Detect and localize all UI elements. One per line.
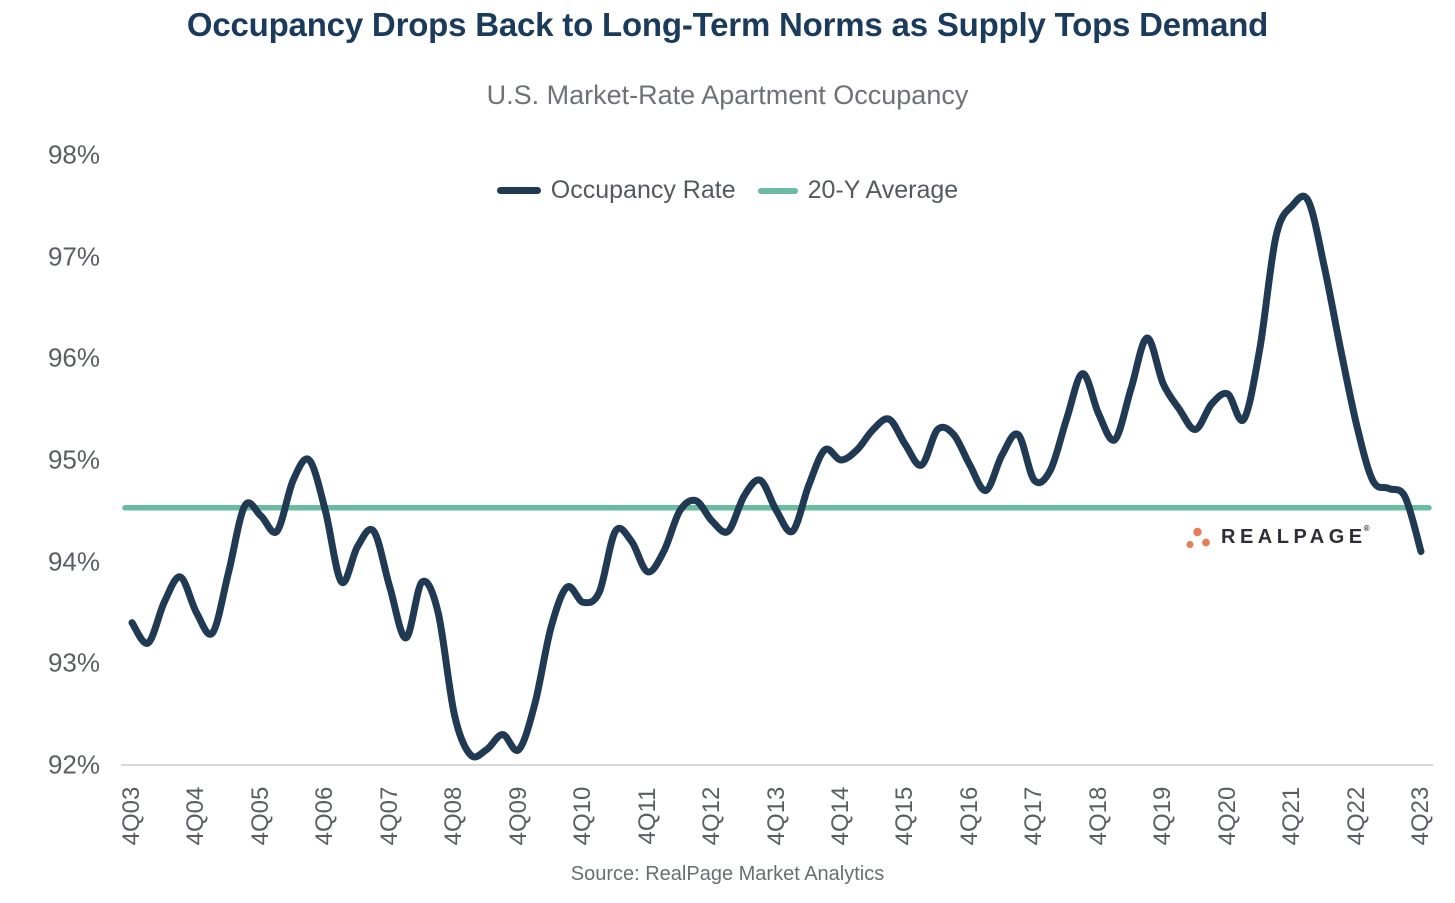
realpage-dots-icon: [1186, 527, 1210, 548]
source-text: Source: RealPage Market Analytics: [570, 863, 885, 885]
page-title: Occupancy Drops Back to Long-Term Norms …: [186, 6, 1269, 43]
y-tick-label: 96%: [47, 342, 100, 373]
chart-subtitle: U.S. Market-Rate Apartment Occupancy: [486, 80, 969, 110]
legend-label-20y-average: 20-Y Average: [807, 176, 959, 204]
legend-label-occupancy-rate: Occupancy Rate: [550, 176, 736, 204]
registered-mark: ®: [1363, 524, 1375, 533]
realpage-logo-text: REALPAGE®: [1221, 524, 1375, 548]
y-tick-label: 97%: [47, 241, 100, 272]
x-tick-label: 4Q23: [1407, 786, 1434, 846]
realpage-logo: REALPAGE®: [1183, 524, 1377, 551]
y-tick-label: 93%: [47, 647, 100, 678]
occupancy-rate-line-swatch-icon: [496, 187, 541, 194]
y-tick-label: 94%: [47, 546, 100, 577]
y-tick-label: 92%: [47, 749, 100, 780]
average-line-swatch-icon: [757, 187, 798, 194]
occupancy-rate-line: [128, 192, 1425, 761]
y-tick-label: 98%: [47, 139, 100, 170]
chart-legend: Occupancy Rate 20-Y Average: [0, 176, 1455, 205]
y-tick-label: 95%: [47, 444, 100, 475]
